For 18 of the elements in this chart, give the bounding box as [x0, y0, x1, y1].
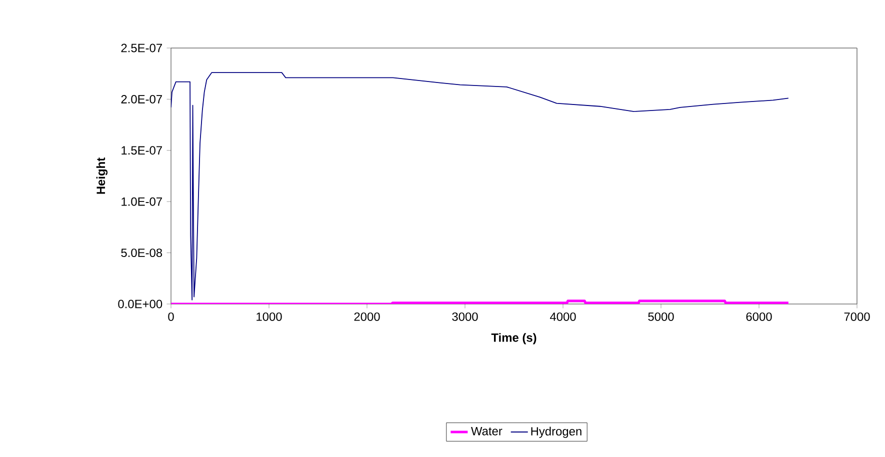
x-tick-label: 5000 — [648, 312, 674, 321]
legend-label: Hydrogen — [531, 426, 582, 438]
y-tick-label: 1.0E-07 — [122, 197, 162, 206]
y-tick-label: 0.0E+00 — [118, 300, 162, 308]
x-tick-label: 0 — [168, 312, 174, 321]
y-tick-label: 2.5E-07 — [121, 44, 162, 52]
y-tick-label: 5.0E-08 — [121, 248, 162, 258]
x-tick-label: 7000 — [844, 312, 870, 321]
x-tick-label: 6000 — [746, 312, 772, 321]
x-tick-label: 3000 — [452, 312, 478, 321]
y-axis-title: Height — [96, 158, 108, 194]
y-tick-label: 1.5E-07 — [122, 146, 162, 155]
x-tick-label: 2000 — [354, 312, 380, 321]
y-tick-label: 2.0E-07 — [121, 94, 162, 104]
x-tick-label: 4000 — [550, 312, 576, 321]
x-tick-label: 1000 — [256, 312, 282, 321]
x-axis-title: Time (s) — [491, 333, 536, 344]
legend-label: Water — [471, 427, 502, 436]
